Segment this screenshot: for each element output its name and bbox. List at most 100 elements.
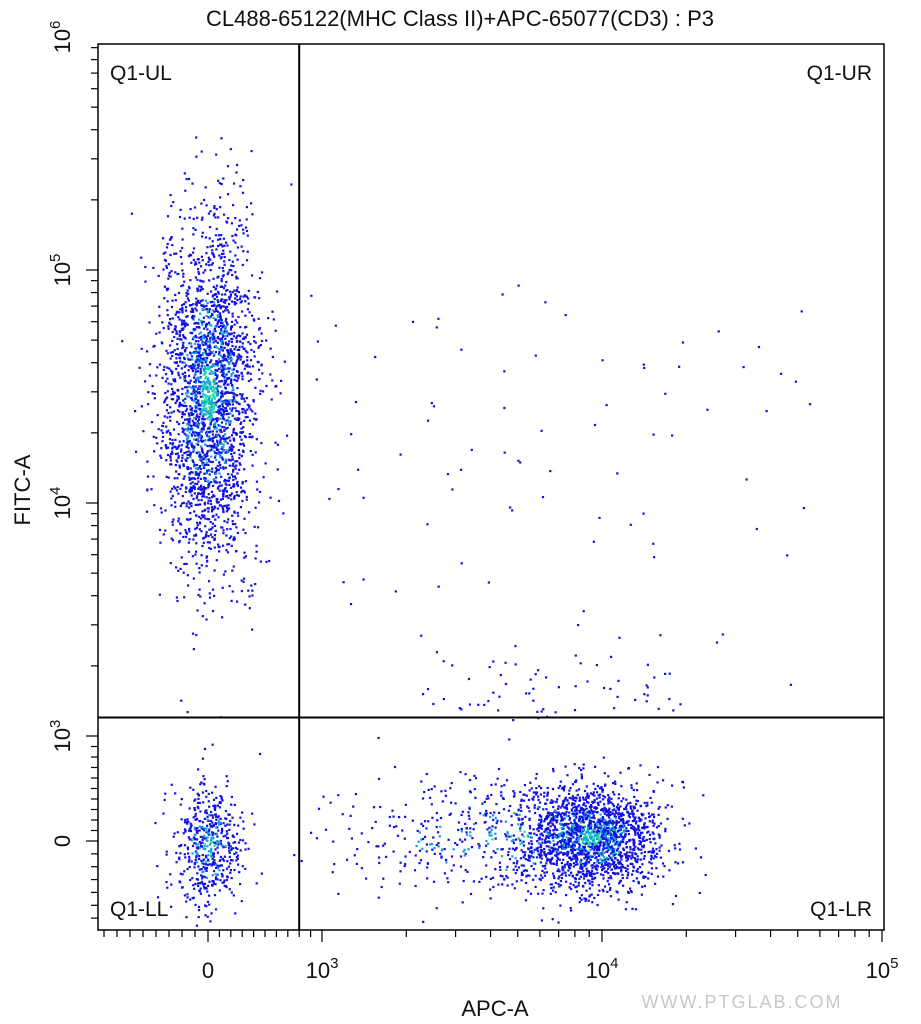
event-dot	[582, 826, 585, 829]
event-dot	[178, 338, 181, 341]
event-dot	[240, 224, 243, 227]
event-dot	[252, 399, 255, 402]
event-dot	[236, 600, 239, 603]
event-dot	[224, 433, 227, 436]
event-dot	[521, 817, 524, 820]
event-dot	[191, 363, 194, 366]
event-dot	[247, 589, 250, 592]
event-dot	[169, 432, 172, 435]
event-dot	[662, 779, 665, 782]
event-dot	[207, 469, 210, 472]
event-dot	[190, 365, 193, 368]
event-dot	[204, 914, 207, 917]
event-dot	[219, 504, 223, 507]
event-dot	[217, 819, 221, 822]
event-dot	[222, 305, 225, 308]
event-dot	[219, 360, 222, 363]
event-dot	[193, 446, 196, 449]
event-dot	[608, 854, 611, 857]
event-dot	[579, 828, 582, 831]
event-dot	[504, 833, 507, 836]
event-dot	[208, 361, 212, 364]
event-dot	[604, 858, 607, 861]
event-dot	[543, 850, 546, 853]
event-dot	[192, 450, 195, 453]
event-dot	[248, 607, 251, 610]
event-dot	[229, 421, 232, 425]
event-dot	[245, 495, 248, 498]
event-dot	[580, 773, 583, 776]
event-dot	[210, 824, 213, 827]
event-dot	[563, 824, 566, 827]
event-dot	[564, 798, 567, 801]
event-dot	[557, 786, 560, 790]
event-dot	[588, 827, 591, 830]
event-dot	[577, 830, 580, 833]
event-dot	[194, 328, 197, 331]
event-dot	[592, 782, 595, 785]
event-dot	[173, 378, 177, 381]
event-dot	[541, 834, 544, 837]
event-dot	[582, 828, 585, 831]
event-dot	[198, 336, 201, 339]
event-dot	[231, 859, 234, 862]
event-dot	[226, 412, 229, 415]
event-dot	[224, 358, 228, 361]
event-dot	[237, 841, 240, 844]
event-dot	[204, 455, 207, 458]
event-dot	[170, 411, 173, 414]
event-dot	[190, 345, 193, 348]
event-dot	[574, 880, 577, 883]
event-dot	[226, 404, 229, 407]
event-dot	[582, 803, 585, 806]
event-dot	[659, 822, 663, 825]
event-dot	[187, 426, 190, 429]
event-dot	[605, 850, 608, 853]
event-dot	[596, 811, 599, 814]
event-dot	[173, 485, 176, 488]
event-dot	[602, 836, 605, 839]
event-dot	[209, 245, 212, 248]
event-dot	[214, 908, 218, 911]
event-dot	[226, 390, 229, 394]
event-dot	[169, 562, 172, 565]
event-dot	[516, 869, 519, 872]
event-dot	[221, 346, 225, 349]
event-dot	[236, 321, 239, 324]
event-dot	[204, 341, 207, 344]
event-dot	[183, 853, 186, 856]
event-dot	[196, 805, 199, 808]
event-dot	[181, 502, 184, 505]
event-dot	[617, 813, 620, 816]
event-dot	[603, 847, 606, 850]
event-dot	[219, 348, 222, 351]
event-dot	[187, 412, 190, 415]
event-dot	[192, 497, 195, 501]
event-dot	[200, 280, 203, 283]
event-dot	[234, 233, 237, 236]
event-dot	[223, 256, 226, 259]
event-dot	[214, 325, 217, 328]
event-dot	[563, 817, 566, 820]
event-dot	[189, 453, 192, 456]
event-dot	[644, 817, 647, 820]
event-dot	[202, 373, 205, 376]
event-dot	[216, 376, 219, 379]
event-dot	[205, 496, 208, 499]
event-dot	[678, 842, 681, 845]
event-dot	[568, 837, 571, 840]
event-dot	[208, 412, 211, 415]
event-dot	[636, 831, 639, 835]
event-dot	[558, 851, 561, 854]
event-dot	[222, 467, 225, 470]
event-dot	[170, 270, 173, 273]
event-dot	[450, 869, 453, 872]
event-dot	[511, 847, 514, 850]
event-dot	[198, 285, 201, 288]
event-dot	[188, 527, 191, 531]
event-dot	[226, 344, 229, 347]
event-dot	[243, 556, 246, 559]
event-dot	[639, 843, 642, 846]
event-dot	[164, 251, 167, 254]
event-dot	[621, 835, 624, 838]
